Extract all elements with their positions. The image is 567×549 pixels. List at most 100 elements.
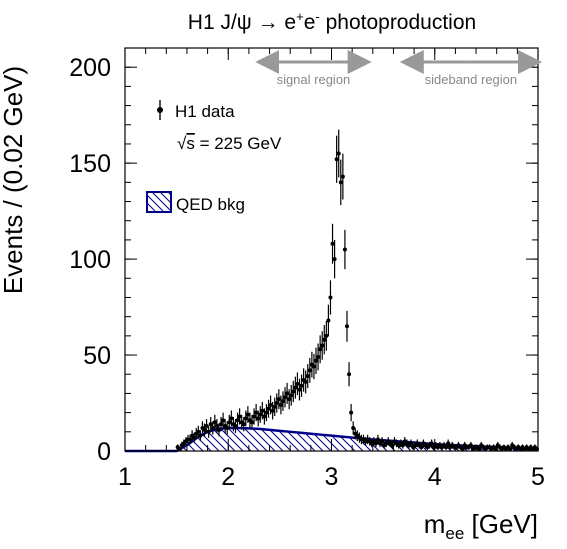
data-point	[293, 376, 298, 399]
data-point	[446, 439, 451, 448]
data-point	[204, 419, 209, 433]
data-point-marker	[349, 410, 354, 415]
y-tick-label: 200	[69, 54, 111, 82]
data-point-marker	[266, 406, 271, 411]
data-point	[177, 447, 182, 452]
x-axis-label-main: m	[424, 509, 446, 539]
data-point-marker	[225, 425, 230, 430]
data-point	[295, 372, 300, 396]
data-point-marker	[280, 399, 285, 404]
data-point	[305, 364, 310, 389]
y-tick-label: 100	[69, 246, 111, 274]
data-point	[347, 362, 352, 387]
data-point-marker	[305, 374, 310, 379]
data-point-marker	[303, 379, 308, 384]
data-point	[268, 395, 273, 415]
data-point-marker	[214, 424, 219, 429]
data-point-marker	[322, 337, 327, 342]
data-point	[508, 447, 513, 452]
data-point-marker	[276, 397, 281, 402]
x-tick-label: 5	[531, 463, 545, 491]
data-point-marker	[344, 324, 349, 329]
data-point	[468, 441, 473, 449]
data-point-marker	[216, 427, 221, 432]
data-point	[258, 406, 263, 423]
data-point-marker	[212, 420, 217, 425]
data-point-marker	[297, 387, 302, 392]
data-point	[287, 389, 292, 410]
data-point-marker	[204, 424, 209, 429]
data-point	[254, 404, 259, 422]
data-point	[328, 280, 333, 315]
data-point-marker	[245, 412, 250, 417]
data-point	[297, 378, 302, 401]
data-point-marker	[318, 347, 323, 352]
data-point	[419, 444, 424, 450]
data-point-marker	[299, 383, 304, 388]
data-point	[322, 325, 327, 355]
data-point	[330, 223, 335, 264]
region-label: signal region	[277, 72, 351, 87]
legend-data-marker-dot	[157, 107, 163, 113]
data-point	[249, 414, 254, 430]
data-point-marker	[210, 425, 215, 430]
data-point-marker	[380, 439, 385, 444]
data-point	[336, 129, 341, 178]
data-point	[278, 395, 283, 415]
data-point	[285, 382, 290, 404]
data-point-marker	[235, 418, 240, 423]
region-label: sideband region	[425, 72, 518, 87]
data-point	[212, 414, 217, 430]
chart-title: H1 J/ψ → e+e- photoproduction	[188, 9, 476, 34]
data-point-marker	[508, 447, 513, 452]
data-point	[264, 404, 269, 422]
data-point-marker	[314, 358, 319, 363]
data-point-marker	[177, 447, 182, 452]
data-point-marker	[468, 443, 473, 448]
data-point-marker	[283, 395, 288, 400]
data-point-marker	[328, 295, 333, 300]
y-tick-label: 150	[69, 150, 111, 178]
data-point-marker	[400, 443, 405, 448]
data-point-marker	[419, 445, 424, 450]
data-point	[307, 357, 312, 383]
data-point-marker	[249, 420, 254, 425]
data-point	[206, 425, 211, 438]
data-point	[245, 406, 250, 423]
data-point	[299, 374, 304, 397]
legend-bkg-swatch	[146, 191, 172, 213]
data-point	[243, 410, 248, 427]
data-point	[324, 320, 329, 351]
data-point	[188, 434, 193, 445]
data-point	[260, 401, 265, 420]
data-point	[192, 432, 197, 443]
title-sup-plus: +	[296, 9, 304, 24]
y-axis-label: Events / (0.02 GeV)	[0, 66, 28, 294]
data-point	[311, 353, 316, 380]
data-point	[318, 335, 323, 364]
data-point-marker	[330, 241, 335, 246]
data-point-marker	[272, 404, 277, 409]
data-point	[460, 447, 465, 452]
data-point	[221, 412, 226, 428]
data-point	[198, 430, 203, 442]
data-point	[314, 347, 319, 374]
data-point-marker	[477, 447, 482, 452]
data-point	[309, 351, 314, 378]
data-point	[256, 410, 261, 427]
data-point	[429, 439, 434, 448]
data-point	[332, 239, 337, 279]
data-point-marker	[334, 157, 339, 162]
data-point-marker	[254, 410, 259, 415]
data-point-marker	[347, 372, 352, 377]
data-point-marker	[192, 435, 197, 440]
data-point-marker	[460, 447, 465, 452]
data-point	[380, 437, 385, 446]
data-point-marker	[227, 420, 232, 425]
data-point	[340, 153, 345, 200]
data-point	[272, 397, 277, 417]
data-point	[344, 310, 349, 342]
data-point-marker	[198, 433, 203, 438]
